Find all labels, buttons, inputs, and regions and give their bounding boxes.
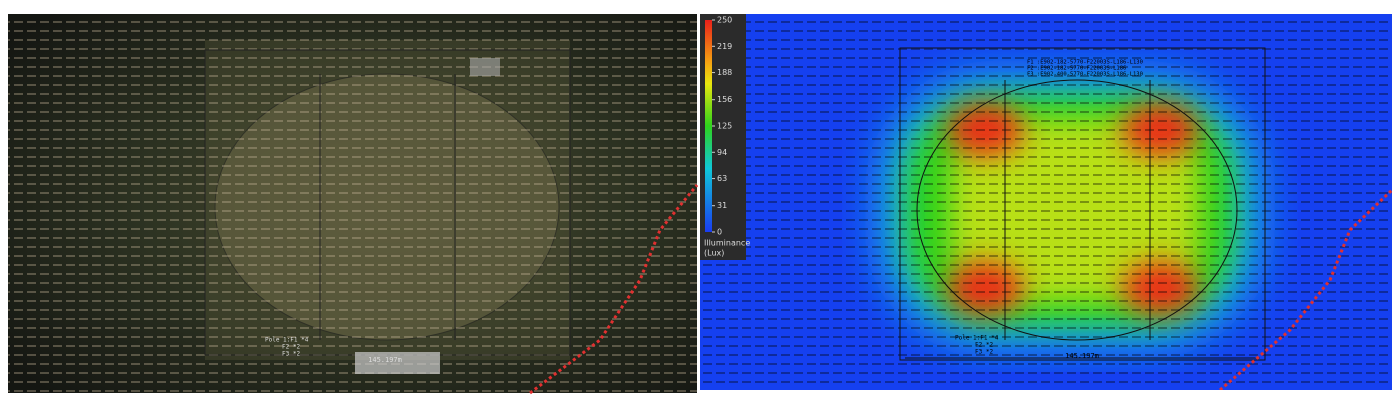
- dimension-label: 145.197m: [368, 356, 402, 364]
- tick-label: 156: [717, 95, 732, 104]
- tick-label: 31: [717, 201, 727, 210]
- tick-label: 219: [717, 42, 732, 51]
- fixture-label: F3 :E902-400-5770-F22003S-L186-L130: [1027, 72, 1143, 78]
- tick-label: 188: [717, 68, 732, 77]
- colorbar: [705, 20, 712, 232]
- tick-label: 94: [717, 148, 727, 157]
- tick-label: 125: [717, 122, 732, 131]
- pole-label: Pole 1:F1 *4: [265, 337, 309, 344]
- legend-title: Illuminance: [704, 239, 750, 248]
- pole-label: F3 *2: [282, 351, 300, 358]
- dimension-label: 145.197m: [1065, 352, 1099, 360]
- pole-label: F3 *2: [975, 349, 993, 356]
- pole-label: F2 *2: [282, 344, 300, 351]
- fixture-label: F2 :E902-182-5770-F22003S-L186: [1027, 66, 1126, 72]
- colorbar-legend: Illuminance (Lux) 250 219 188 156 125 94 63 31 0: [700, 14, 750, 260]
- fixture-label: F1 :E902-182-5770-F22003S-L186-L130: [1027, 60, 1143, 66]
- pole-label: F2 *2: [975, 342, 993, 349]
- tick-label: 250: [717, 16, 732, 25]
- tick-label: 63: [717, 174, 727, 183]
- tick-label: 0: [717, 228, 722, 237]
- aerial-panel: 145.197m Pole 1:F1 *4 F2 *2 F3 *2: [8, 14, 699, 395]
- heatmap-panel: 145.197m F1 :E902-182-5770-F22003S-L186-…: [700, 14, 1392, 390]
- pole-label: Pole 1:F1 *4: [955, 335, 999, 342]
- legend-title: (Lux): [704, 249, 724, 258]
